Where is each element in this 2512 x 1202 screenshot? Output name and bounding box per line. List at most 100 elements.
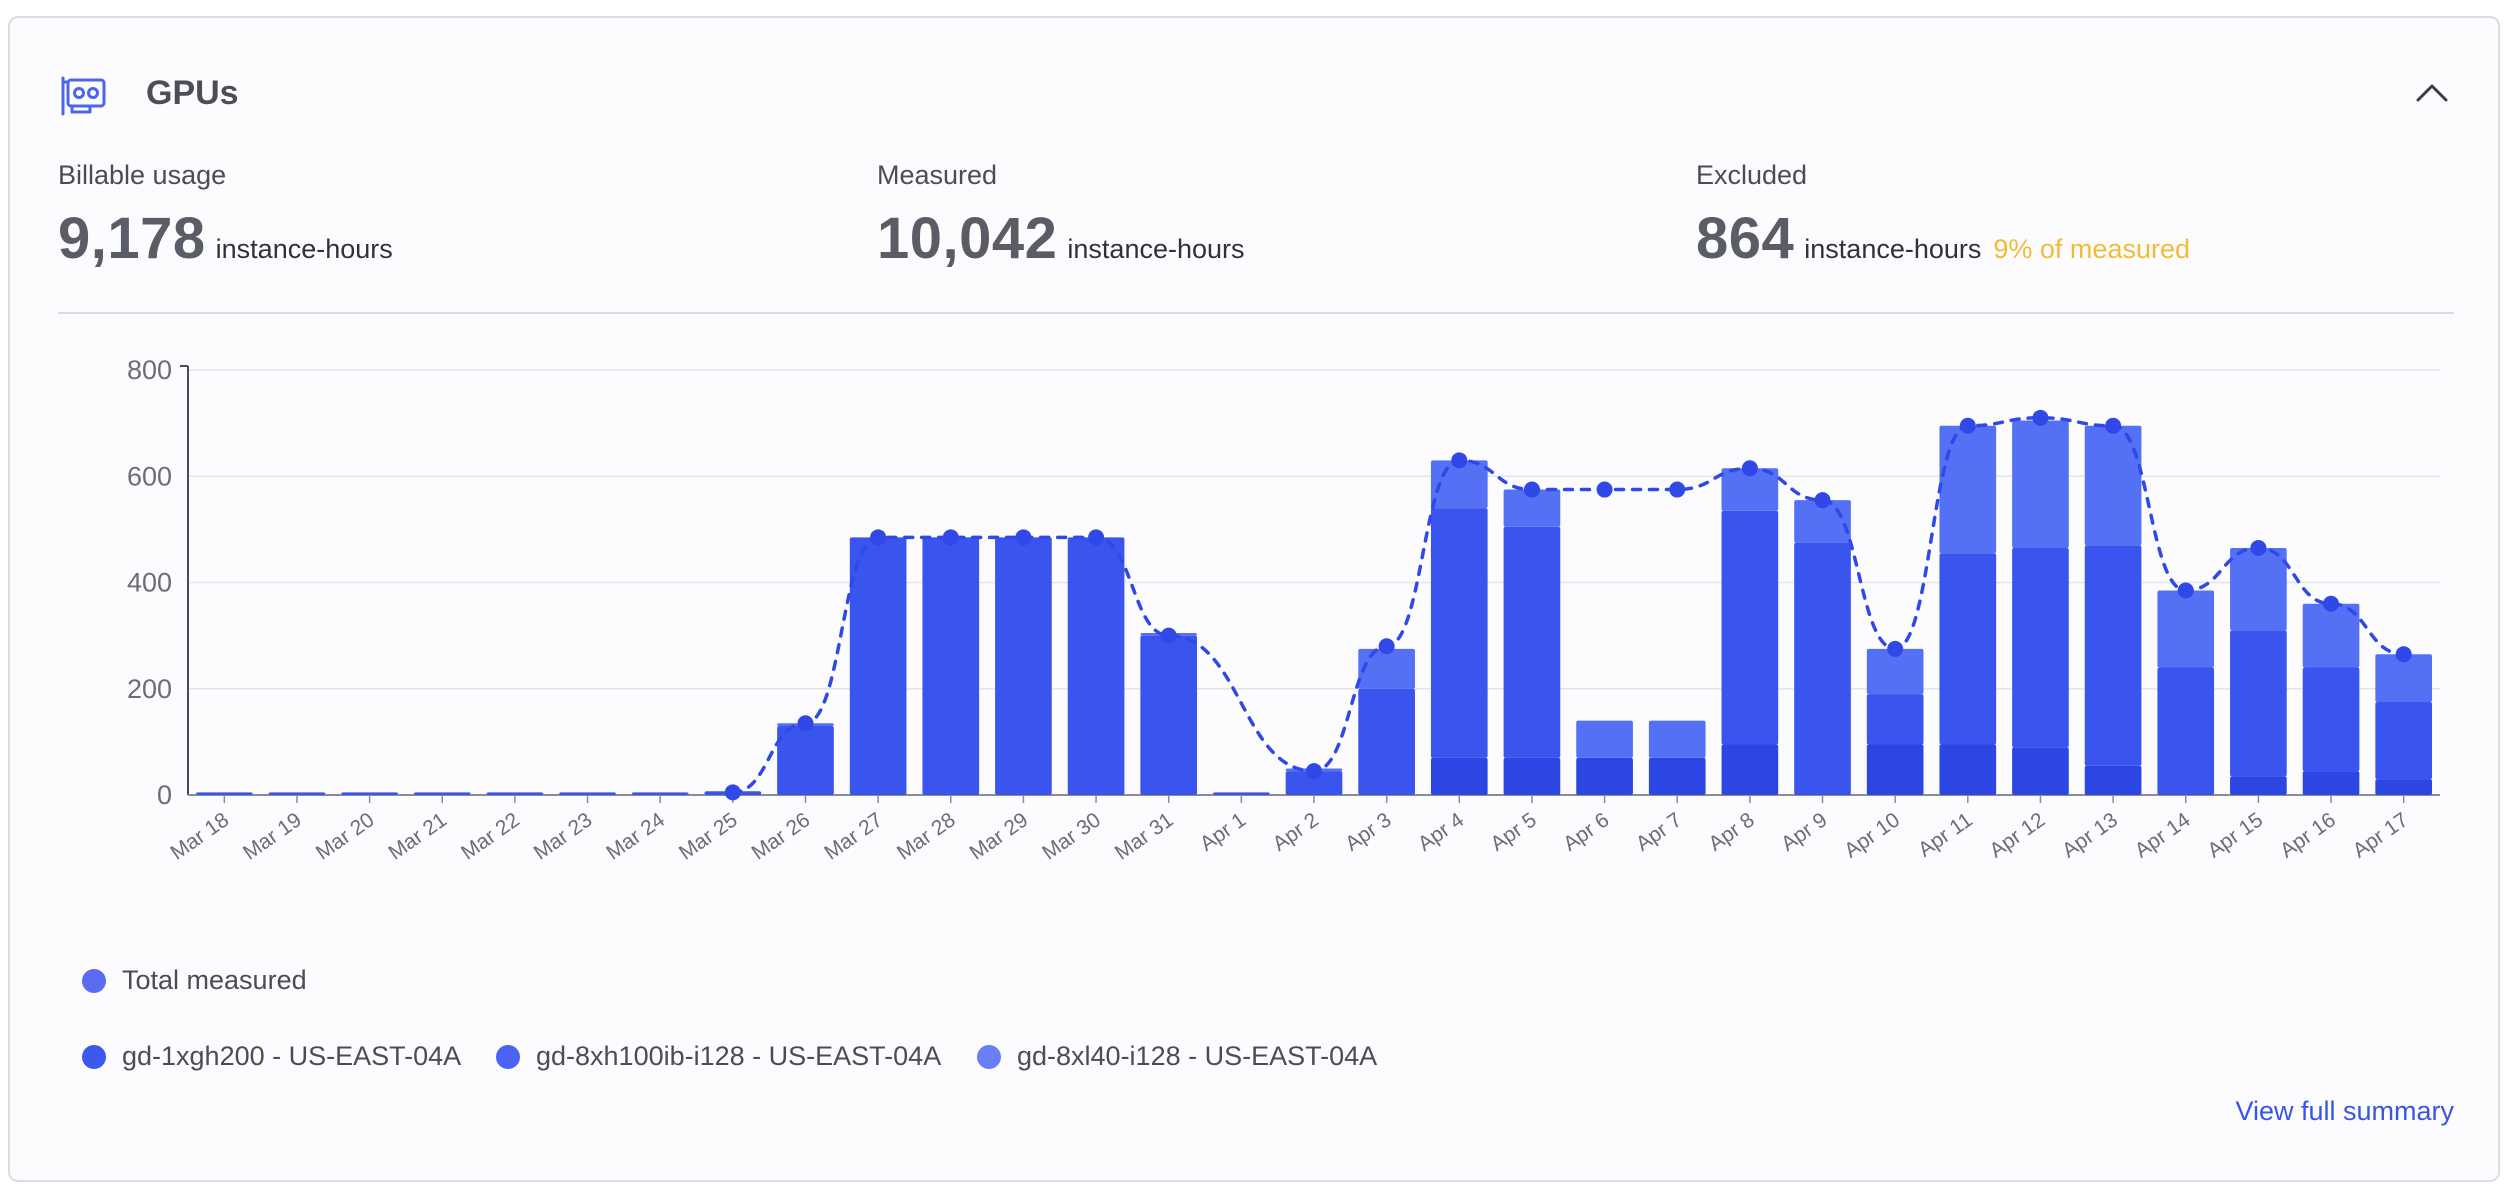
bar-segment-series-2 [486,792,544,795]
excluded-unit: instance-hours [1804,234,1982,264]
bar-segment-series-2 [2157,667,2215,795]
legend-label-series-2: gd-8xh100ib-i128 - US-EAST-04A [536,1041,942,1071]
gpu-usage-card [8,16,2500,1182]
x-tick-label: Apr 5 [1486,808,1540,856]
legend-item-total[interactable]: Total measured [82,965,307,996]
bar-segment-series-2 [1213,792,1270,795]
x-tick-label: Mar 22 [457,808,524,864]
total-measured-point [1015,529,1032,546]
total-measured-point [1959,417,1976,434]
bar-segment-series-2 [1430,508,1488,758]
total-measured-point [2395,646,2412,663]
excluded-label: Excluded [1696,160,1808,190]
bar-segment-series-1 [2302,771,2360,795]
x-tick-label: Mar 23 [530,808,597,864]
x-tick-label: Mar 21 [384,808,451,864]
y-tick-label: 600 [127,461,172,491]
x-tick-label: Apr 3 [1341,808,1395,856]
bar-segment-series-1 [1939,744,1997,795]
bar-segment-series-3 [1503,489,1561,527]
y-tick-label: 400 [127,568,172,598]
x-tick-label: Apr 15 [2203,808,2267,862]
x-tick-label: Apr 7 [1632,808,1686,856]
total-measured-point [1088,529,1105,546]
x-tick-label: Apr 1 [1196,808,1250,856]
legend-dot-series-1 [82,1045,106,1069]
y-tick-label: 200 [127,674,172,704]
x-tick-label: Apr 2 [1269,808,1323,856]
billable-usage-stat: Billable usage 9,178 instance-hours [58,160,393,272]
measured-stat: Measured 10,042 instance-hours [877,160,1245,272]
bar-segment-series-2 [559,792,616,795]
bar-segment-series-2 [1140,635,1198,795]
excluded-stat: Excluded 864 instance-hours 9% of measured [1696,160,2190,272]
bar-segment-series-3 [1721,468,1779,511]
view-full-summary-link[interactable]: View full summary [2235,1096,2454,1126]
bar-segment-series-2 [1358,688,1415,795]
bar-segment-series-2 [2230,630,2287,777]
total-measured-point [870,529,887,546]
measured-label: Measured [877,160,998,190]
gpu-card-icon [61,76,106,116]
total-measured-point [2250,539,2267,556]
legend-item-series-1[interactable]: gd-1xgh200 - US-EAST-04A [82,1041,461,1072]
legend-dot-total [82,969,106,993]
x-tick-label: Apr 8 [1704,808,1758,856]
x-tick-label: Mar 19 [239,808,306,864]
bar-segment-series-1 [2084,765,2142,795]
bar-segment-series-2 [195,792,253,795]
x-tick-label: Mar 20 [312,808,379,864]
x-tick-label: Apr 14 [2131,808,2195,863]
chevron-up-icon[interactable] [2410,72,2454,116]
bar-segment-series-2 [1794,542,1851,795]
y-tick-label: 0 [157,780,172,810]
x-tick-label: Apr 17 [2349,808,2413,862]
bar-segment-series-2 [1503,526,1561,758]
total-measured-line [731,416,2406,795]
total-measured-point [2032,409,2049,426]
bar-segment-series-3 [1576,720,1633,758]
x-tick-label: Apr 13 [2058,808,2122,862]
bar-segment-series-2 [1285,771,1343,795]
x-tick-label: Mar 18 [166,808,233,864]
x-tick-label: Apr 11 [1914,808,1977,861]
measured-unit: instance-hours [1067,234,1245,264]
total-measured-point [1596,481,1613,498]
total-measured-point [797,715,814,732]
x-tick-label: Apr 12 [1985,808,2049,862]
bar-segment-series-3 [2157,590,2215,668]
x-tick-label: Apr 16 [2276,808,2340,862]
x-tick-label: Mar 26 [748,808,815,864]
x-tick-label: Apr 10 [1840,808,1904,862]
x-tick-label: Mar 27 [820,808,887,864]
x-tick-label: Mar 25 [675,808,742,864]
bar-segment-series-3 [2230,547,2287,631]
total-measured-point [1887,640,1904,657]
bar-segment-series-1 [1503,757,1561,795]
bar-segment-series-3 [1648,720,1706,758]
excluded-percent-note: 9% of measured [1993,234,2190,264]
x-tick-label: Apr 9 [1777,808,1831,856]
x-tick-label: Mar 30 [1038,808,1105,864]
total-measured-point [2323,595,2340,612]
bar-segment-series-2 [268,792,326,795]
bar-segment-series-2 [413,792,471,795]
legend-item-series-3[interactable]: gd-8xl40-i128 - US-EAST-04A [977,1041,1377,1072]
legend-label-total: Total measured [122,965,307,995]
measured-value: 10,042 [877,206,1058,271]
bar-segment-series-2 [1067,537,1125,795]
legend-dot-series-3 [977,1045,1001,1069]
legend-label-series-3: gd-8xl40-i128 - US-EAST-04A [1017,1041,1378,1071]
x-tick-label: Mar 24 [602,808,669,865]
legend-item-series-2[interactable]: gd-8xh100ib-i128 - US-EAST-04A [496,1041,941,1072]
total-measured-point [1378,638,1395,655]
bar-segment-series-3 [2084,425,2142,546]
x-tick-label: Mar 28 [893,808,960,864]
x-tick-label: Apr 6 [1559,808,1613,856]
total-measured-point [1451,452,1468,469]
total-measured-point [1160,627,1177,644]
excluded-value: 864 [1696,206,1795,271]
bar-segment-series-2 [2012,547,2069,748]
billable-usage-value: 9,178 [58,206,206,271]
